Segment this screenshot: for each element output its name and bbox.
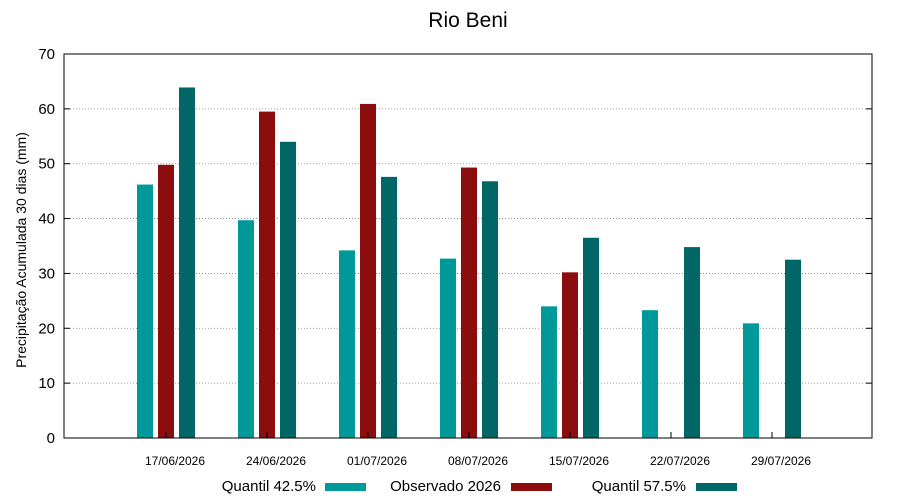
x-tick-label: 17/06/2026 (145, 454, 205, 468)
y-tick-label: 30 (38, 265, 55, 282)
bar (339, 250, 355, 438)
legend-label: Quantil 57.5% (592, 478, 686, 495)
bar (541, 306, 557, 438)
bar (137, 184, 153, 438)
x-tick-label: 22/07/2026 (650, 454, 710, 468)
y-axis-ticks: 0 10 20 30 40 50 60 70 (38, 46, 872, 447)
bar (259, 111, 275, 438)
bar (381, 176, 397, 438)
x-tick-label: 29/07/2026 (751, 454, 811, 468)
bar (461, 167, 477, 438)
bars (137, 87, 801, 439)
bar (562, 272, 578, 438)
x-axis-ticks: 17/06/2026 24/06/2026 01/07/2026 08/07/2026… (145, 432, 811, 468)
bar (482, 181, 498, 439)
bar (360, 103, 376, 439)
y-tick-label: 10 (38, 375, 55, 392)
bar (238, 220, 254, 438)
y-tick-label: 40 (38, 211, 55, 228)
bar (743, 323, 759, 438)
bar (440, 258, 456, 438)
legend: Quantil 42.5% Observado 2026 Quantil 57.5% (222, 478, 737, 495)
chart-title: Rio Beni (428, 9, 507, 32)
bar (785, 259, 801, 438)
y-tick-label: 0 (47, 430, 55, 447)
x-tick-label: 08/07/2026 (448, 454, 508, 468)
x-tick-label: 01/07/2026 (347, 454, 407, 468)
bar (583, 237, 599, 438)
x-tick-label: 15/07/2026 (549, 454, 609, 468)
legend-label: Quantil 42.5% (222, 478, 316, 495)
y-tick-label: 70 (38, 46, 55, 63)
y-tick-label: 60 (38, 101, 55, 118)
bar (684, 247, 700, 438)
bar (158, 164, 174, 438)
y-tick-label: 50 (38, 156, 55, 173)
legend-swatch (511, 483, 552, 491)
y-tick-label: 20 (38, 320, 55, 337)
bar (179, 87, 195, 438)
x-tick-label: 24/06/2026 (246, 454, 306, 468)
bar (280, 141, 296, 438)
legend-label: Observado 2026 (390, 478, 501, 495)
bar (642, 310, 658, 438)
y-axis-label: Precipitação Acumulada 30 dias (mm) (13, 132, 29, 368)
plot-frame (63, 53, 873, 439)
legend-swatch (325, 483, 366, 491)
legend-swatch (696, 483, 737, 491)
